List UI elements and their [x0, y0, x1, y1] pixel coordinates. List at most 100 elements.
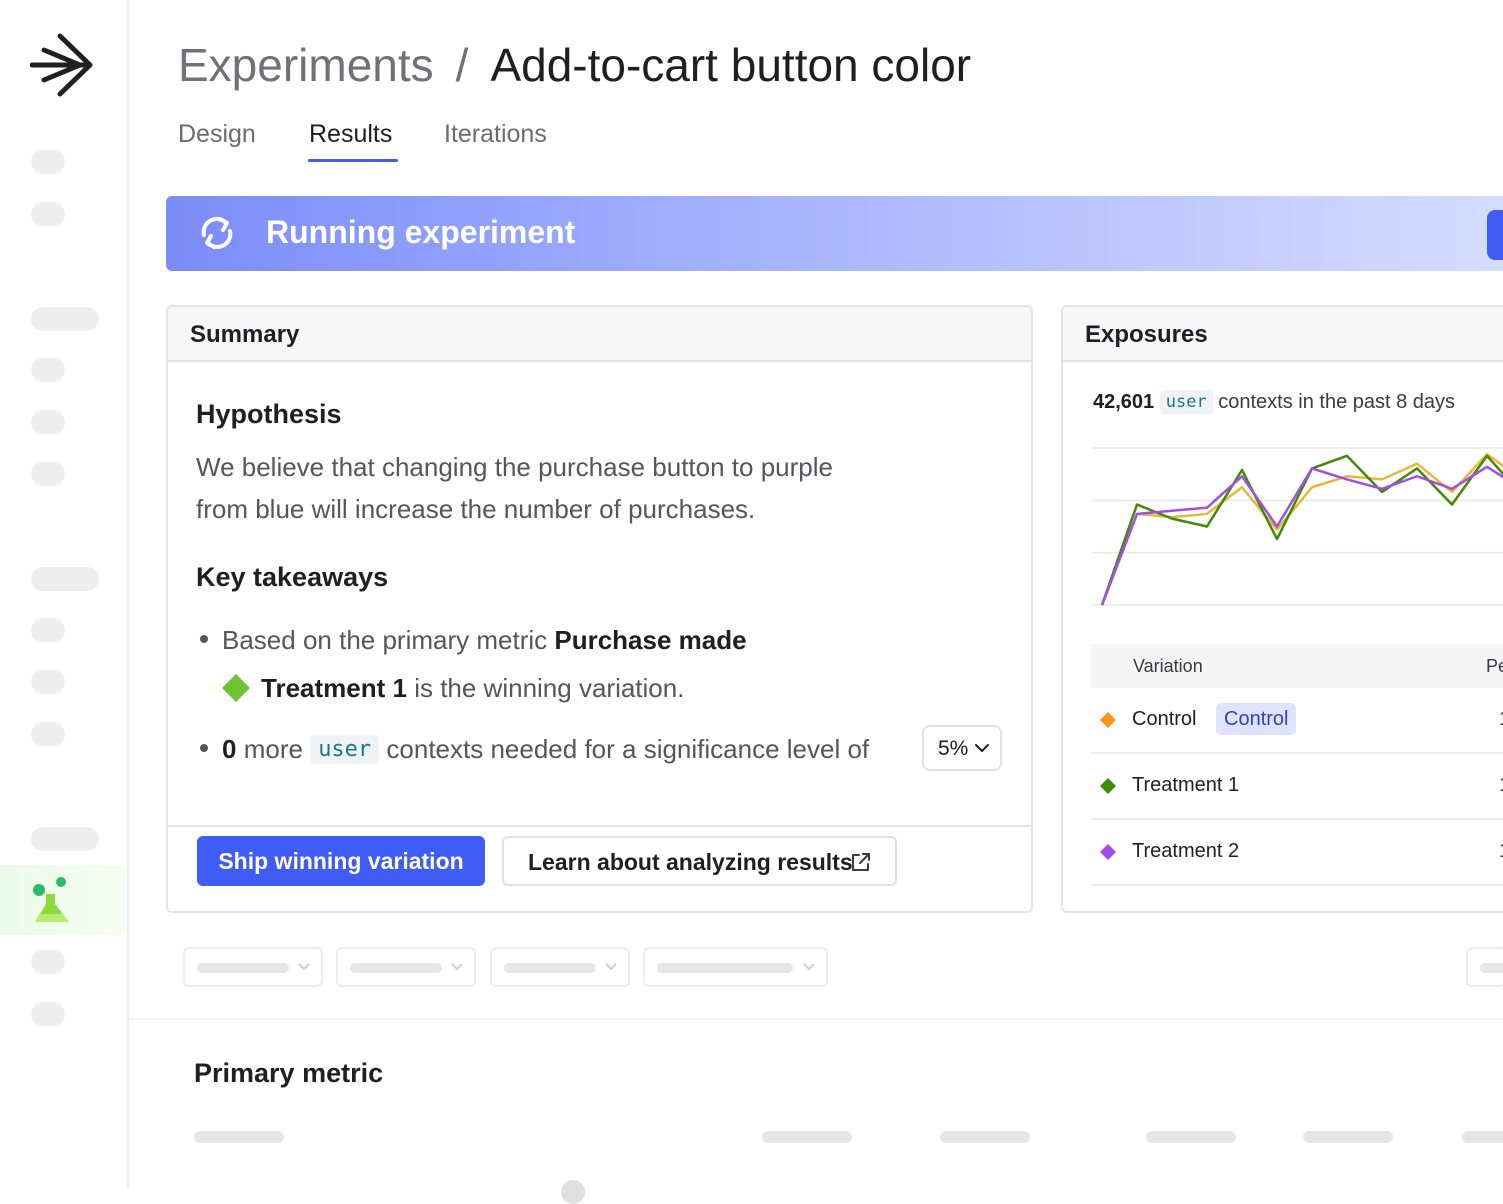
summary-card-footer-divider [168, 825, 1031, 827]
sidebar-item[interactable] [31, 462, 65, 486]
filter-dropdown[interactable] [336, 947, 476, 987]
variation-name: Control [1132, 708, 1197, 730]
filter-placeholder [197, 963, 289, 973]
skeleton-placeholder [940, 1131, 1030, 1143]
sidebar-item[interactable] [31, 950, 65, 974]
exposures-card-title: Exposures [1085, 321, 1208, 348]
tab-iterations[interactable]: Iterations [444, 120, 547, 148]
filter-dropdown[interactable] [183, 947, 323, 987]
key-takeaways-heading: Key takeaways [196, 562, 389, 592]
variation-row-treatment-1[interactable]: Treatment 1 1 [1091, 754, 1503, 820]
ship-winning-variation-button[interactable]: Ship winning variation [197, 836, 485, 886]
chart-series-line-treatment-1 [1100, 454, 1503, 606]
variation-diamond-icon [1100, 712, 1116, 728]
chevron-down-icon [975, 744, 989, 752]
chart-series-line-control [1100, 453, 1503, 606]
exposures-line-chart [1092, 447, 1503, 606]
takeaway-2: 0 more user contexts needed for a signif… [222, 734, 869, 765]
chart-series-line-treatment-2 [1100, 465, 1503, 606]
exposures-summary: 42,601 user contexts in the past 8 days [1093, 390, 1455, 414]
exposures-period-text: contexts in the past 8 days [1218, 391, 1456, 413]
control-badge: Control [1216, 703, 1297, 735]
filter-dropdown[interactable] [490, 947, 630, 987]
summary-card-header: Summary [168, 307, 1031, 362]
sidebar-item[interactable] [31, 670, 65, 694]
learn-analyzing-results-button[interactable]: Learn about analyzing results [502, 836, 897, 886]
takeaway-1-line1: Based on the primary metric Purchase mad… [222, 625, 747, 656]
variation-row-control[interactable]: Control Control 1 [1091, 688, 1503, 754]
significance-level-value: 5% [938, 737, 969, 760]
takeaway-1-prefix: Based on the primary metric [222, 625, 548, 655]
exposures-card: Exposures [1061, 305, 1503, 913]
bullet-icon [200, 744, 208, 752]
filter-dropdown[interactable] [643, 947, 828, 987]
filter-dropdown[interactable] [1466, 947, 1503, 987]
breadcrumb-separator: / [455, 39, 469, 91]
external-link-icon [852, 853, 870, 871]
status-banner-title: Running experiment [266, 214, 576, 250]
variation-row-treatment-2[interactable]: Treatment 2 1 [1091, 820, 1503, 886]
sidebar-item[interactable] [31, 1002, 65, 1026]
status-banner [166, 196, 1503, 271]
summary-card-title: Summary [190, 321, 300, 348]
variation-name: Treatment 1 [1132, 774, 1240, 796]
sidebar-section-label [31, 567, 99, 591]
variation-column-header: Variation [1133, 656, 1203, 676]
sidebar-section-label [31, 307, 99, 331]
skeleton-placeholder [194, 1131, 284, 1143]
section-divider [129, 1018, 1503, 1020]
winning-variation-name: Treatment 1 [261, 673, 407, 703]
banner-action-button[interactable] [1487, 210, 1503, 260]
filter-placeholder [504, 963, 596, 973]
percent-column-header: Pe [1486, 656, 1503, 676]
tab-results[interactable]: Results [309, 120, 393, 148]
launchdarkly-logo-icon[interactable] [30, 32, 96, 98]
summary-card: Summary [166, 305, 1033, 913]
exposures-card-header: Exposures [1063, 307, 1503, 362]
sidebar-item[interactable] [31, 358, 65, 382]
learn-button-label: Learn about analyzing results [528, 849, 853, 875]
variation-diamond-icon [1100, 844, 1116, 860]
hypothesis-text-line1: We believe that changing the purchase bu… [196, 452, 833, 482]
sidebar-item[interactable] [31, 618, 65, 642]
sidebar-item[interactable] [31, 722, 65, 746]
variation-value: 1 [1499, 708, 1503, 731]
exposures-context-chip: user [1159, 390, 1213, 414]
chevron-down-icon [298, 963, 310, 971]
primary-metric-name: Purchase made [554, 625, 747, 655]
skeleton-dot [561, 1180, 585, 1204]
sidebar-item[interactable] [31, 150, 65, 174]
skeleton-placeholder [1462, 1131, 1503, 1143]
variation-value: 1 [1499, 840, 1503, 863]
sidebar-item-experiments[interactable] [0, 865, 127, 935]
experiment-flask-icon [33, 877, 69, 922]
context-kind-chip: user [310, 735, 380, 764]
chevron-down-icon [803, 963, 815, 971]
breadcrumb-parent-link[interactable]: Experiments [178, 39, 434, 91]
active-tab-indicator [308, 159, 398, 162]
filter-placeholder [1480, 963, 1503, 973]
skeleton-placeholder [1303, 1131, 1393, 1143]
chevron-down-icon [451, 963, 463, 971]
skeleton-placeholder [762, 1131, 852, 1143]
filter-placeholder [657, 963, 793, 973]
takeaway-1-suffix: is the winning variation. [414, 673, 685, 703]
page-title: Add-to-cart button color [490, 39, 972, 91]
filter-placeholder [350, 963, 442, 973]
takeaway-2-more: more [243, 734, 303, 764]
breadcrumb: Experiments / Add-to-cart button color [178, 38, 971, 92]
exposures-count: 42,601 [1093, 391, 1155, 413]
sidebar-item[interactable] [31, 410, 65, 434]
sidebar-section-label [31, 827, 99, 851]
chevron-down-icon [605, 963, 617, 971]
takeaway-2-suffix: contexts needed for a significance level… [386, 734, 870, 764]
variation-diamond-icon [1100, 778, 1116, 794]
takeaway-1-line2: Treatment 1 is the winning variation. [261, 673, 684, 704]
hypothesis-text-line2: from blue will increase the number of pu… [196, 494, 756, 524]
tab-design[interactable]: Design [178, 120, 256, 148]
sidebar-item[interactable] [31, 202, 65, 226]
contexts-needed-count: 0 [222, 734, 237, 764]
significance-level-select[interactable]: 5% [922, 725, 1002, 771]
skeleton-placeholder [1146, 1131, 1236, 1143]
variation-value: 1 [1499, 774, 1503, 797]
